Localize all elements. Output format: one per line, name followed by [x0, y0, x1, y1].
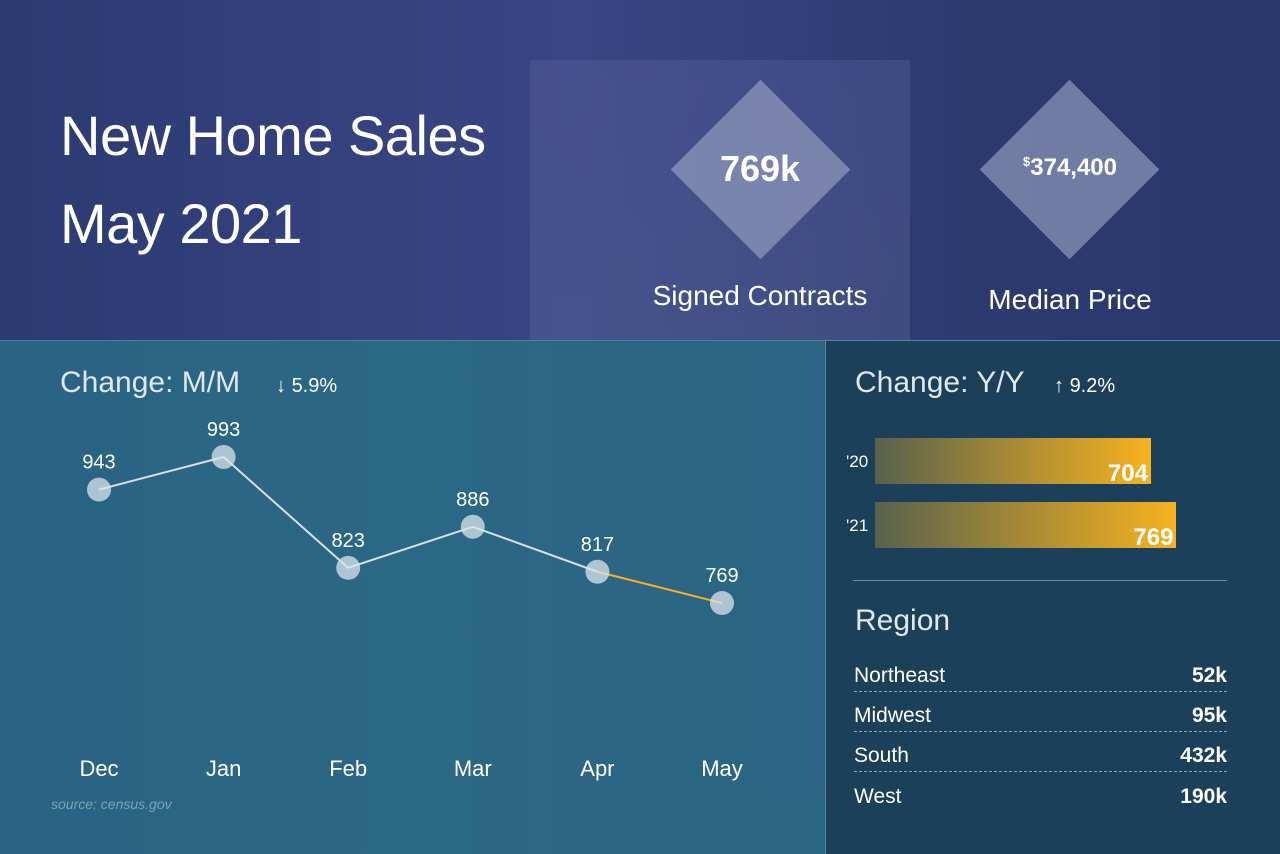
region-name: Northeast	[854, 664, 946, 687]
yy-change: ↑ 9.2%	[1054, 375, 1115, 398]
data-point	[211, 445, 236, 469]
region-value: 95k	[1191, 704, 1227, 727]
region-row-south: South 432k	[854, 742, 1227, 772]
region-row-northeast: Northeast 52k	[854, 662, 1227, 692]
mm-panel	[0, 340, 825, 854]
line-segment	[472, 525, 598, 573]
region-title: Region	[855, 604, 951, 637]
mm-change-value: 5.9%	[291, 375, 338, 397]
mm-change: ↓ 5.9%	[276, 375, 337, 398]
data-label: 817	[581, 534, 614, 556]
line-segment	[222, 456, 349, 569]
region-value: 52k	[1191, 664, 1227, 687]
line-segment	[347, 525, 474, 569]
price-number: 374,400	[1030, 154, 1117, 181]
region-row-west: West 190k	[854, 782, 1227, 812]
bar-value-label: 704	[1107, 460, 1148, 487]
kpi-price-value: $374,400	[990, 154, 1150, 182]
source-note: source: census.gov	[51, 796, 172, 812]
data-label: 886	[456, 489, 489, 511]
line-segment	[98, 456, 224, 491]
yy-title: Change: Y/Y	[855, 366, 1025, 399]
arrow-up-icon: ↑	[1054, 375, 1064, 397]
bar-category-label: '20	[846, 452, 869, 471]
data-label: 823	[332, 530, 365, 552]
bar: 769	[875, 502, 1177, 551]
data-label: 769	[705, 565, 738, 587]
arrow-down-icon: ↓	[276, 375, 286, 397]
bar-value-label: 769	[1133, 524, 1174, 551]
region-row-midwest: Midwest 95k	[854, 702, 1227, 732]
kpi-contracts-value: 769k	[719, 148, 801, 189]
bar: 704	[875, 438, 1151, 487]
title-line2: May 2021	[60, 192, 302, 255]
region-value: 432k	[1180, 744, 1227, 767]
data-point	[585, 559, 610, 584]
currency-symbol: $	[1023, 154, 1031, 169]
x-tick-label: Jan	[205, 756, 242, 781]
line-segment	[597, 570, 723, 605]
x-tick-label: Apr	[580, 756, 615, 781]
page-title: New Home Sales May 2021	[60, 92, 486, 268]
data-point	[336, 555, 361, 580]
kpi-contracts-label: Signed Contracts	[652, 280, 868, 311]
data-label: 943	[82, 452, 115, 474]
x-tick-label: Feb	[329, 756, 368, 781]
data-point	[460, 514, 485, 539]
mm-title: Change: M/M	[60, 366, 241, 399]
region-value: 190k	[1180, 785, 1227, 808]
x-tick-label: May	[701, 756, 743, 781]
region-name: Midwest	[854, 704, 932, 727]
mm-line-chart: 943 993 823 886 817 769	[82, 419, 739, 616]
data-point	[87, 477, 111, 502]
divider	[853, 580, 1227, 581]
data-point	[710, 591, 734, 616]
yy-panel	[825, 340, 1280, 854]
yy-change-value: 9.2%	[1069, 375, 1116, 397]
bar-category-label: '21	[846, 516, 869, 535]
x-tick-label: Dec	[79, 756, 119, 781]
title-line1: New Home Sales	[60, 104, 486, 167]
data-label: 993	[207, 419, 240, 441]
x-tick-label: Mar	[453, 756, 492, 781]
kpi-price-label: Median Price	[988, 284, 1152, 315]
region-name: West	[854, 785, 902, 808]
region-name: South	[854, 744, 909, 767]
